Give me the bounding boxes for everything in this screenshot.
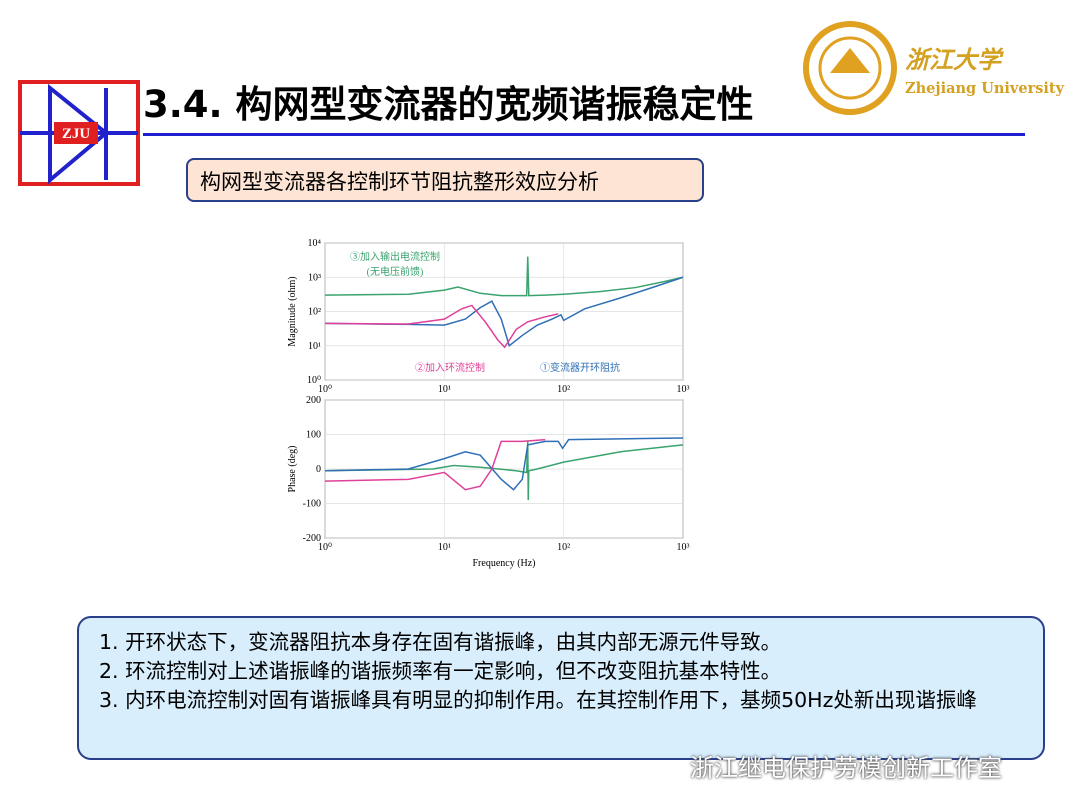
y-tick-label: 10² (308, 307, 321, 318)
y-tick-label: 200 (306, 395, 321, 406)
series-line (324, 304, 559, 349)
note: 2. 环流控制对上述谐振峰的谐振频率有一定影响，但不改变阻抗基本特性。 (99, 659, 782, 683)
note: 1. 开环状态下，变流器阻抗本身存在固有谐振峰，由其内部无源元件导致。 (99, 630, 782, 654)
y-axis-label: Magnitude (ohm) (287, 276, 298, 346)
logo: ZJU (18, 80, 140, 186)
series-line (324, 256, 684, 297)
subtitle: 构网型变流器各控制环节阻抗整形效应分析 (186, 158, 704, 202)
logo-text: ZJU (62, 126, 91, 142)
annotation: ①变流器开环阻抗 (540, 361, 620, 374)
note: 3. 内环电流控制对固有谐振峰具有明显的抑制作用。在其控制作用下，基频50Hz处… (99, 688, 977, 712)
annotation: ②加入环流控制 (415, 361, 485, 374)
y-tick-label: 10⁴ (308, 238, 322, 249)
university-cn: 浙江大学 (905, 45, 1001, 74)
y-tick-label: -100 (303, 499, 321, 510)
x-tick-label: 10² (557, 542, 570, 553)
series-line (324, 437, 684, 491)
seal (803, 21, 897, 115)
annotation: (无电压前馈) (367, 265, 424, 278)
y-tick-label: -200 (303, 533, 321, 544)
notes: 1. 开环状态下，变流器阻抗本身存在固有谐振峰，由其内部无源元件导致。 2. 环… (77, 616, 1045, 760)
y-axis-label: Phase (deg) (287, 446, 298, 493)
university-en: Zhejiang University (905, 80, 1065, 97)
x-tick-label: 10¹ (438, 384, 451, 395)
y-tick-label: 10³ (308, 272, 321, 283)
annotation: ③加入输出电流控制 (350, 250, 440, 263)
title-rule (143, 133, 1025, 136)
y-tick-label: 0 (316, 464, 321, 475)
x-tick-label: 10³ (677, 542, 690, 553)
x-tick-label: 10¹ (438, 542, 451, 553)
series-line (324, 276, 684, 348)
x-tick-label: 10³ (677, 384, 690, 395)
y-tick-label: 100 (306, 430, 321, 441)
series-line (324, 438, 546, 491)
x-tick-label: 10² (557, 384, 570, 395)
y-tick-label: 10⁰ (307, 375, 321, 386)
slide-title: 3.4. 构网型变流器的宽频谐振稳定性 (143, 83, 754, 126)
x-tick-label: 10⁰ (318, 542, 332, 553)
x-tick-label: 10⁰ (318, 384, 332, 395)
watermark: 浙江继电保护劳模创新工作室 (690, 754, 1002, 782)
bode-plot: 10⁰ 10¹ 10² 10³ 10⁰ 10¹ 10² 10³ 10⁴ Magnitude (oh… (287, 238, 690, 569)
x-axis-label: Frequency (Hz) (472, 558, 535, 569)
y-tick-label: 10¹ (308, 341, 321, 352)
